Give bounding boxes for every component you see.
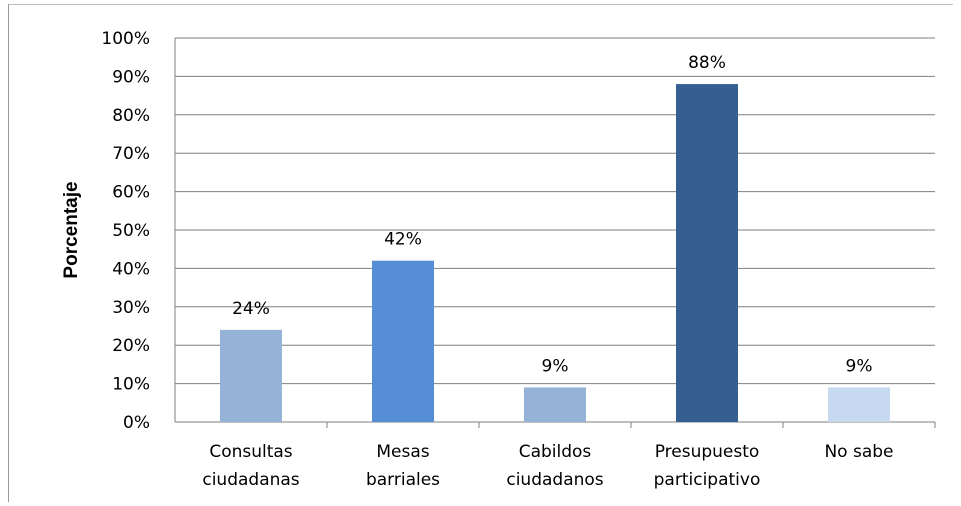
y-tick-label: 70% <box>112 144 150 164</box>
bar <box>372 260 434 422</box>
bar <box>676 84 738 422</box>
y-tick-label: 0% <box>123 413 150 433</box>
data-label: 88% <box>688 53 726 73</box>
category-label: Mesas <box>376 442 429 462</box>
bar <box>524 387 586 422</box>
y-tick-label: 60% <box>112 183 150 203</box>
y-tick-label: 30% <box>112 298 150 318</box>
bar <box>220 329 282 422</box>
y-tick-label: 50% <box>112 221 150 241</box>
y-tick-label: 10% <box>112 375 150 395</box>
chart-frame <box>8 4 953 502</box>
y-tick-label: 100% <box>101 29 150 49</box>
data-label: 42% <box>384 230 422 250</box>
y-tick-label: 80% <box>112 106 150 126</box>
data-label: 24% <box>232 299 270 319</box>
category-label: Cabildos <box>519 442 592 462</box>
bar <box>828 387 890 422</box>
category-label: barriales <box>366 470 440 490</box>
y-tick-label: 40% <box>112 259 150 279</box>
data-label: 9% <box>542 356 569 376</box>
category-label: participativo <box>654 470 761 490</box>
y-axis-title: Porcentaje <box>61 181 82 278</box>
category-label: ciudadanos <box>506 470 603 490</box>
y-tick-label: 90% <box>112 67 150 87</box>
category-label: No sabe <box>824 442 893 462</box>
category-label: ciudadanas <box>202 470 299 490</box>
y-tick-label: 20% <box>112 336 150 356</box>
category-label: Presupuesto <box>655 442 760 462</box>
data-label: 9% <box>846 356 873 376</box>
category-label: Consultas <box>209 442 292 462</box>
